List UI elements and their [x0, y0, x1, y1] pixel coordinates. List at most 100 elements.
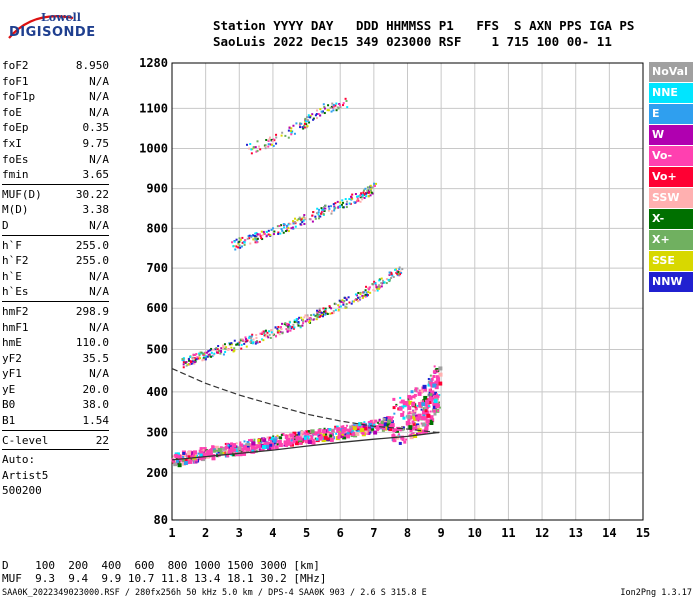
echo-point — [423, 416, 428, 421]
echo-point — [214, 445, 219, 450]
echo-point — [195, 453, 198, 456]
echo-point — [316, 117, 319, 120]
echo-point — [389, 424, 394, 429]
echo-point — [232, 245, 235, 248]
echo-point — [317, 213, 320, 216]
echo-point — [285, 328, 288, 331]
echo-point — [222, 452, 225, 455]
echo-point — [302, 215, 305, 218]
echo-point — [199, 357, 202, 360]
echo-point — [426, 423, 430, 427]
echo-point — [306, 432, 310, 436]
echo-point — [263, 442, 267, 446]
echo-point — [378, 286, 381, 289]
echo-point — [332, 103, 335, 106]
echo-point — [206, 455, 210, 459]
param-value: 298.9 — [75, 304, 109, 318]
x-tick-label: 3 — [236, 526, 243, 540]
echo-point — [378, 284, 381, 287]
echo-point — [258, 233, 261, 236]
param-key: MUF(D) — [2, 187, 42, 201]
echo-point — [212, 353, 215, 356]
echo-point — [387, 419, 392, 424]
echo-point — [302, 431, 306, 435]
echo-point — [325, 433, 328, 436]
echo-point — [289, 321, 292, 324]
echo-point — [199, 447, 203, 451]
echo-point — [186, 458, 189, 461]
echo-point — [269, 439, 272, 442]
echo-point — [305, 123, 308, 126]
echo-point — [285, 230, 288, 233]
echo-point — [361, 196, 364, 199]
echo-point — [357, 296, 360, 299]
echo-point — [403, 440, 407, 444]
echo-point — [359, 291, 362, 294]
echo-point — [241, 236, 244, 239]
echo-point — [240, 343, 243, 346]
echo-point — [291, 326, 294, 329]
echo-point — [332, 106, 335, 109]
echo-point — [253, 234, 256, 237]
echo-point — [251, 333, 254, 336]
logo-line2: DIGISONDE — [9, 25, 96, 40]
echo-point — [235, 442, 238, 445]
param-key: M(D) — [2, 203, 29, 217]
echo-point — [374, 282, 377, 285]
echo-point — [306, 315, 309, 318]
echo-point — [412, 432, 415, 435]
param-value: N/A — [89, 269, 109, 283]
echo-point — [429, 415, 434, 420]
echo-point — [272, 435, 275, 438]
y-tick-label: 200 — [146, 466, 168, 480]
echo-point — [398, 274, 401, 277]
echo-point — [435, 375, 439, 379]
echo-point — [219, 352, 222, 355]
echo-point — [210, 351, 213, 354]
echo-point — [399, 401, 402, 404]
echo-point — [428, 419, 433, 424]
echo-point — [191, 454, 195, 458]
echo-point — [193, 362, 196, 365]
echo-point — [342, 104, 345, 107]
echo-point — [202, 352, 205, 355]
param-value: N/A — [89, 74, 109, 88]
echo-point — [359, 194, 362, 197]
echo-point — [417, 419, 420, 422]
echo-point — [379, 422, 383, 426]
echo-point — [263, 233, 266, 236]
echo-point — [303, 122, 306, 125]
echo-point — [213, 449, 217, 453]
echo-point — [349, 195, 352, 198]
echo-point — [280, 134, 283, 137]
param-value: 9.75 — [82, 136, 110, 150]
echo-point — [194, 354, 197, 357]
echo-point — [258, 340, 261, 343]
echo-point — [271, 143, 274, 146]
echo-point — [348, 202, 351, 205]
echo-point — [342, 102, 345, 105]
echo-point — [404, 401, 408, 405]
echo-point — [267, 445, 272, 450]
echo-point — [298, 216, 301, 219]
echo-point — [274, 335, 277, 338]
echo-point — [322, 205, 325, 208]
separator — [2, 449, 109, 451]
echo-point — [351, 429, 355, 433]
echo-point — [359, 297, 362, 300]
echo-point — [410, 411, 413, 414]
echo-point — [325, 428, 330, 433]
echo-point — [299, 217, 302, 220]
echo-point — [417, 413, 422, 418]
param-value: 20.0 — [82, 382, 110, 396]
echo-point — [275, 136, 278, 139]
param-key: B1 — [2, 414, 16, 428]
echo-point — [319, 429, 322, 432]
echo-point — [367, 431, 371, 435]
echo-point — [412, 417, 417, 422]
echo-point — [312, 439, 315, 442]
echo-point — [229, 450, 233, 454]
echo-point — [210, 347, 213, 350]
echo-point — [324, 310, 327, 313]
echo-point — [401, 437, 405, 441]
